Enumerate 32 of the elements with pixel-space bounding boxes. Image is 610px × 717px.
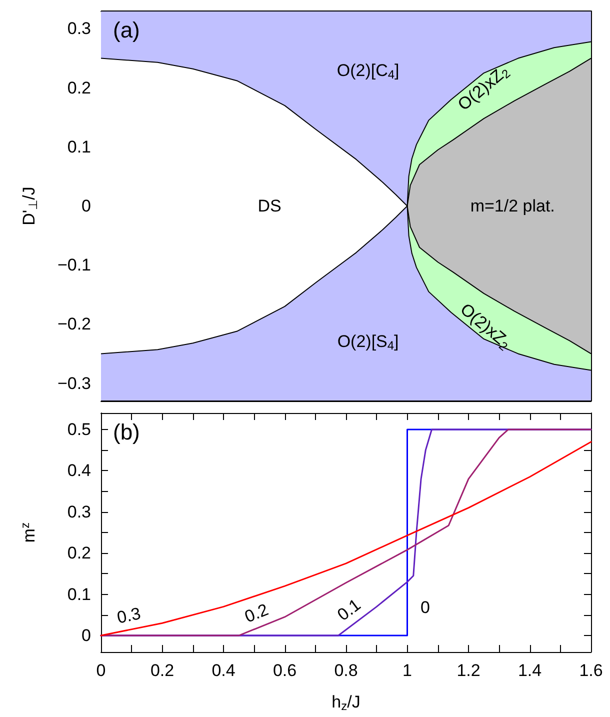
y-tick-label: 0.2 <box>67 544 91 563</box>
text: 0.2 <box>242 600 272 626</box>
y-tick-label: 0.4 <box>67 461 91 480</box>
y-axis-title: mz <box>18 522 38 543</box>
x-tick-label: 1.4 <box>518 661 542 680</box>
text: 0.3 <box>115 604 142 628</box>
x-tick-label: 0.2 <box>150 661 174 680</box>
annotation: m=1/2 plat. <box>470 196 555 216</box>
y-tick-label: 0.1 <box>67 137 91 156</box>
y-tick-label: 0.1 <box>67 584 91 604</box>
y-tick-label: 0 <box>82 196 91 216</box>
text: 0.1 <box>334 595 364 625</box>
y-tick-label: 0.3 <box>67 19 91 38</box>
x-tick-label: 1 <box>402 661 412 680</box>
y-tick-label: −0.3 <box>57 374 91 393</box>
y-tick-label: 0.2 <box>67 78 91 98</box>
annotation: DS <box>258 196 282 216</box>
chart-title: (b) <box>113 420 140 444</box>
y-tick-label: 0 <box>82 626 91 646</box>
chart-title: (a) <box>113 18 140 42</box>
x-tick-label: 1.2 <box>456 661 480 680</box>
x-tick-label: 0.8 <box>334 661 358 680</box>
x-tick-label: 0.4 <box>212 661 236 680</box>
x-tick-label: 0.6 <box>272 661 297 680</box>
y-tick-label: −0.2 <box>57 314 91 334</box>
y-tick-label: −0.1 <box>57 256 91 275</box>
series-label: 0 <box>420 598 430 618</box>
x-tick-label: 1.6 <box>579 661 603 680</box>
y-axis-title: D'⊥/J <box>20 186 40 226</box>
x-tick-label: 0 <box>96 661 106 680</box>
y-tick-label: 0.3 <box>67 502 91 522</box>
y-tick-label: 0.5 <box>67 420 91 439</box>
